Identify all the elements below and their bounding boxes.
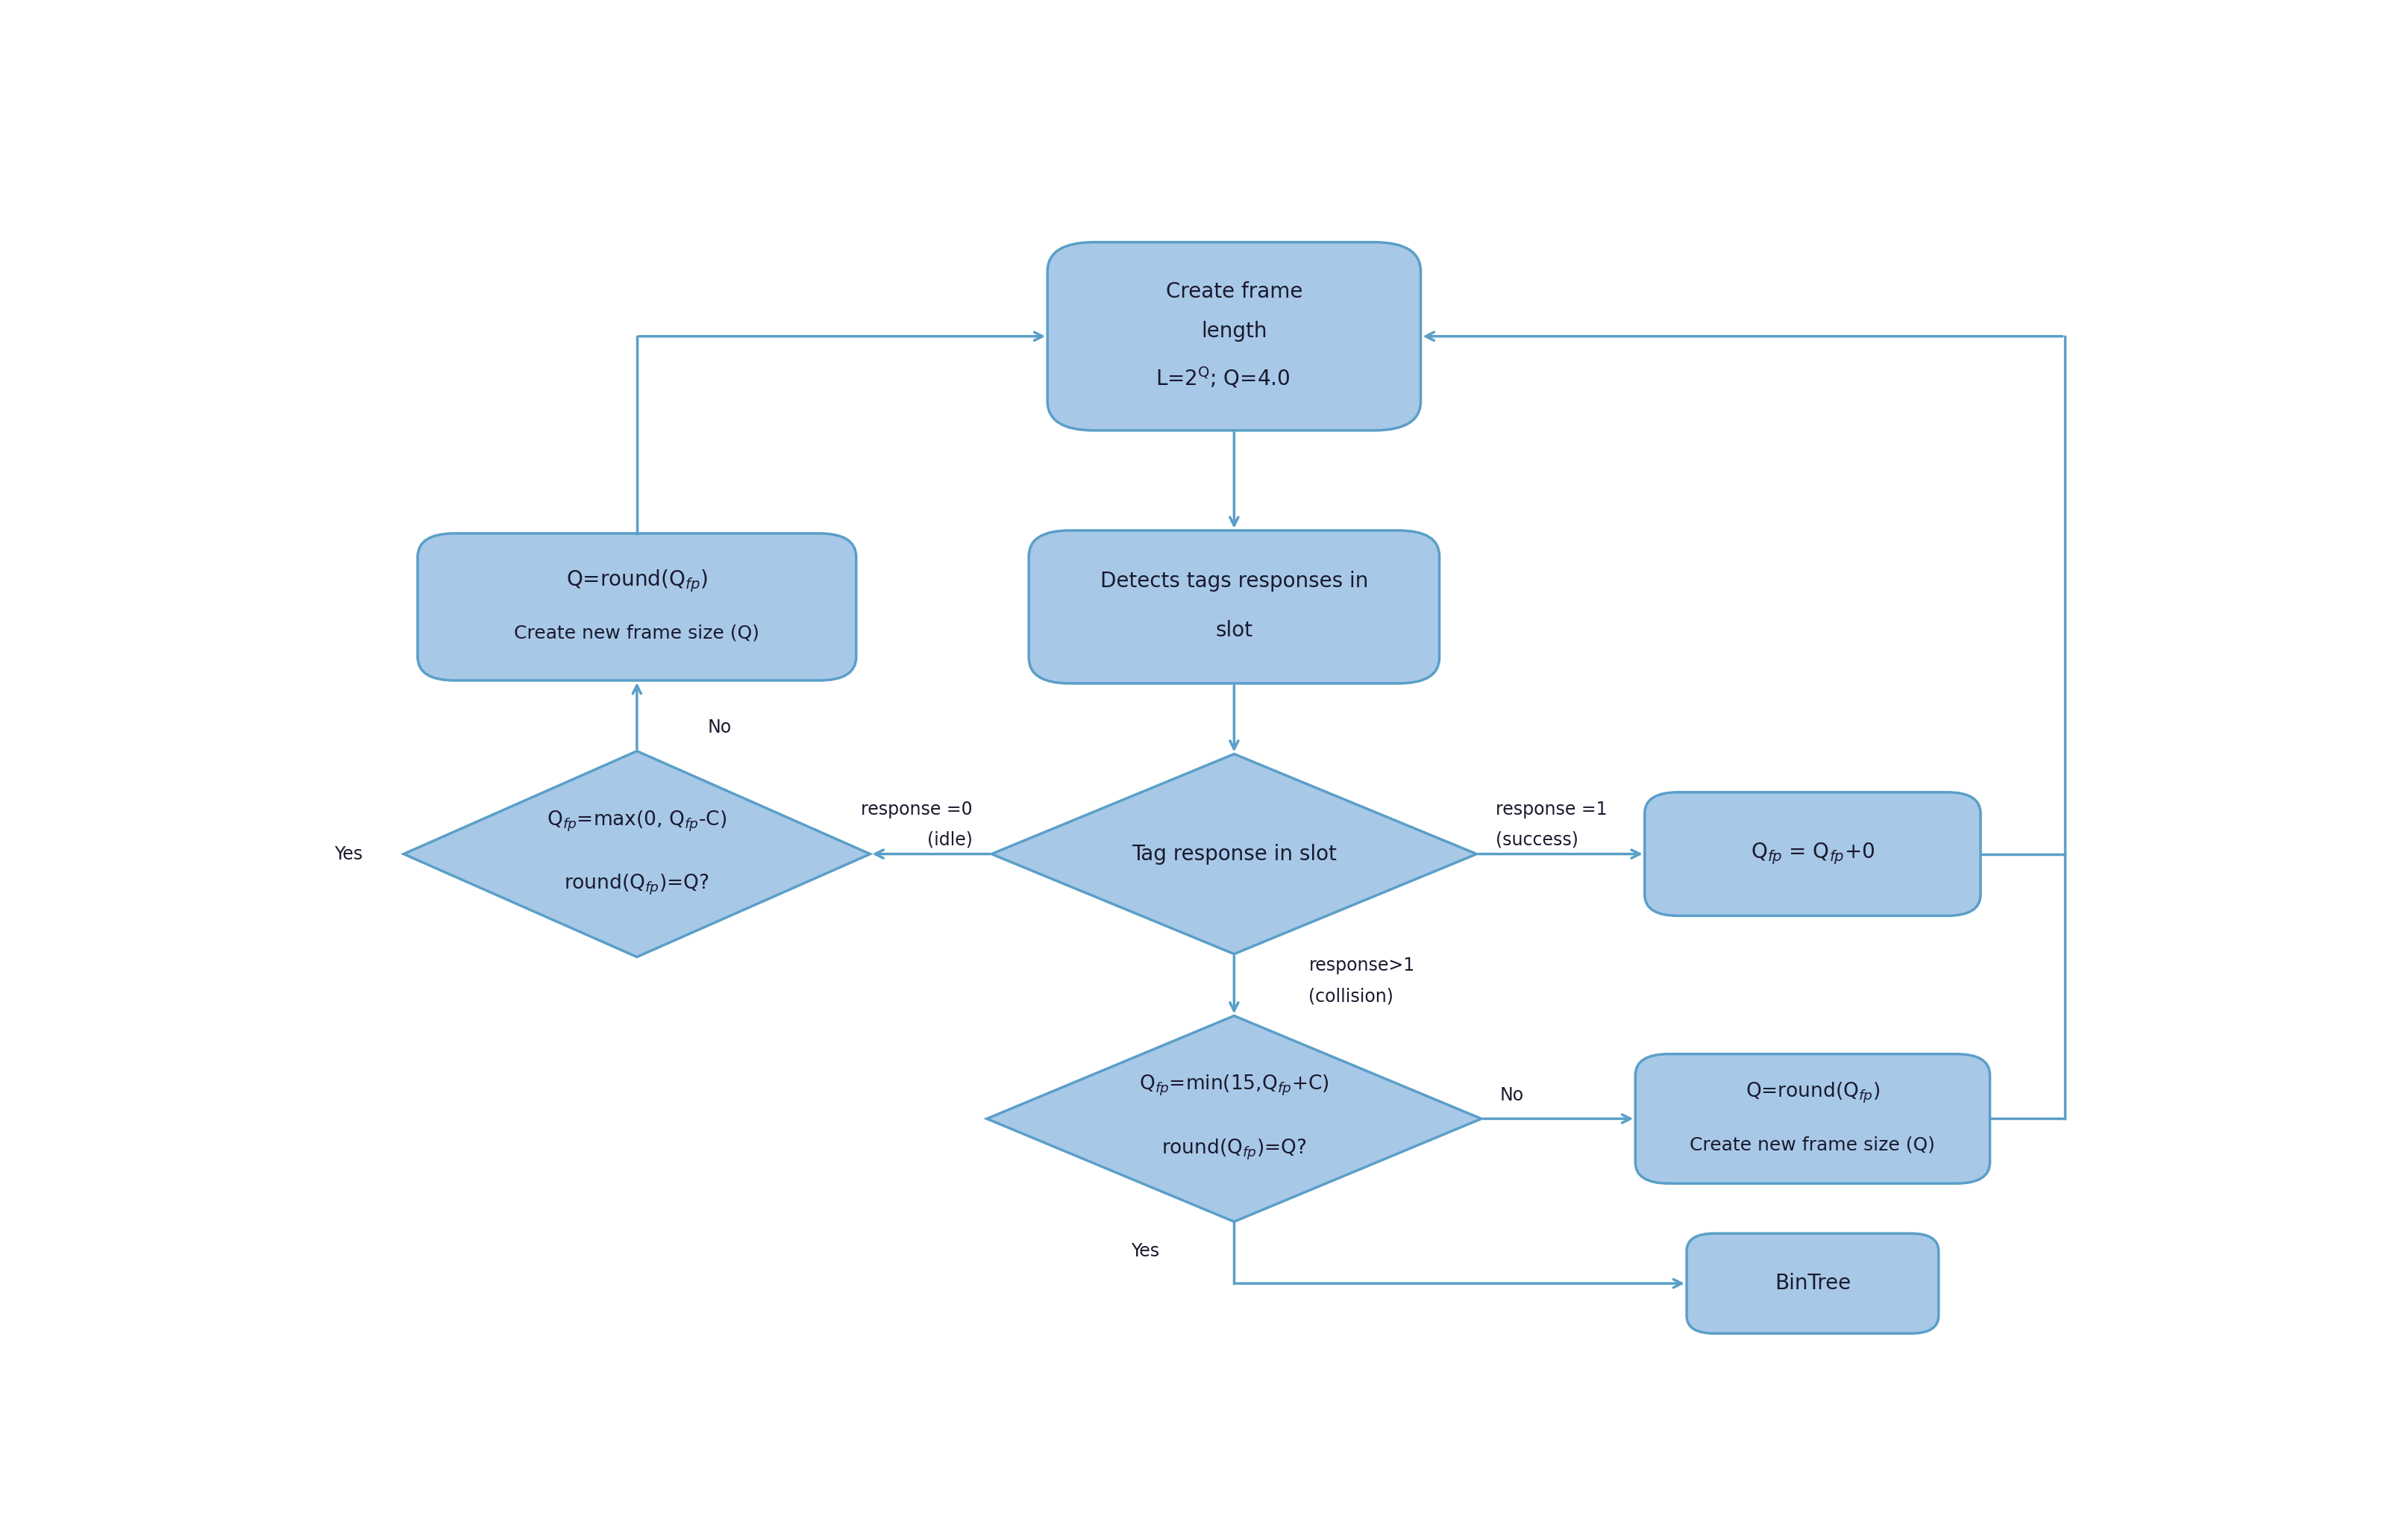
Text: (collision): (collision) [1310, 987, 1394, 1005]
Text: Q$_{fp}$ = Q$_{fp}$+0: Q$_{fp}$ = Q$_{fp}$+0 [1751, 842, 1873, 866]
Text: Create frame: Create frame [1165, 281, 1303, 303]
Text: BinTree: BinTree [1775, 1273, 1852, 1294]
Text: Create new frame size (Q): Create new frame size (Q) [515, 623, 759, 642]
Polygon shape [987, 1016, 1481, 1222]
Text: response =1: response =1 [1495, 801, 1606, 817]
Text: L=2$^{\mathregular{Q}}$; Q=4.0: L=2$^{\mathregular{Q}}$; Q=4.0 [1156, 365, 1291, 390]
Text: slot: slot [1216, 620, 1252, 640]
FancyBboxPatch shape [1645, 792, 1982, 915]
Text: Yes: Yes [335, 845, 364, 863]
Text: No: No [1500, 1086, 1524, 1105]
Polygon shape [405, 752, 869, 957]
FancyBboxPatch shape [417, 533, 857, 680]
FancyBboxPatch shape [1047, 241, 1421, 431]
Text: response =0: response =0 [862, 801, 973, 817]
Text: length: length [1202, 321, 1267, 342]
Text: round(Q$_{fp}$)=Q?: round(Q$_{fp}$)=Q? [563, 872, 710, 897]
Text: Detects tags responses in: Detects tags responses in [1100, 570, 1368, 591]
Text: (success): (success) [1495, 831, 1577, 850]
FancyBboxPatch shape [1028, 530, 1440, 683]
FancyBboxPatch shape [1635, 1054, 1989, 1183]
Polygon shape [992, 753, 1476, 953]
Text: response>1: response>1 [1310, 957, 1416, 975]
Text: Q$_{fp}$=min(15,Q$_{fp}$+C): Q$_{fp}$=min(15,Q$_{fp}$+C) [1139, 1074, 1329, 1097]
Text: Yes: Yes [1132, 1242, 1161, 1261]
Text: Tag response in slot: Tag response in slot [1132, 843, 1336, 865]
Text: Q=round(Q$_{fp}$): Q=round(Q$_{fp}$) [566, 568, 708, 594]
Text: No: No [708, 718, 732, 736]
Text: Create new frame size (Q): Create new frame size (Q) [1690, 1135, 1936, 1154]
Text: round(Q$_{fp}$)=Q?: round(Q$_{fp}$)=Q? [1161, 1137, 1308, 1161]
Text: Q=round(Q$_{fp}$): Q=round(Q$_{fp}$) [1746, 1080, 1881, 1105]
Text: Q$_{fp}$=max(0, Q$_{fp}$-C): Q$_{fp}$=max(0, Q$_{fp}$-C) [547, 808, 727, 833]
FancyBboxPatch shape [1686, 1233, 1938, 1334]
Text: (idle): (idle) [927, 831, 973, 850]
